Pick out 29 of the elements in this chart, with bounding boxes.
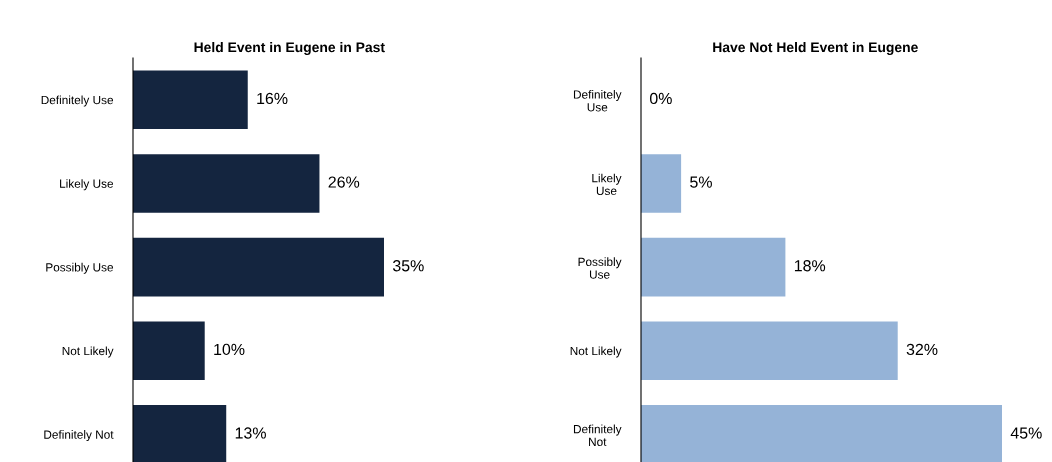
chart-title: Held Event in Eugene in Past (194, 42, 385, 56)
data-label: 45% (1010, 427, 1042, 439)
y-tick-label: Possibly Use (46, 262, 114, 274)
chart-title: Have Not Held Event in Eugene (713, 42, 918, 56)
y-tick-label: Definitely Use (41, 95, 114, 107)
bar (133, 237, 384, 297)
data-label: 0% (649, 92, 672, 105)
bar (133, 321, 205, 381)
y-tick-label: Definitely Not (44, 430, 114, 442)
bar (133, 154, 320, 213)
data-label: 13% (235, 427, 266, 439)
y-tick-label: Definitely Use (573, 90, 622, 112)
data-label: 26% (328, 176, 360, 188)
data-label: 10% (214, 343, 245, 356)
y-tick-label: Likely Use (592, 173, 622, 196)
y-tick-label: Likely Use (60, 179, 114, 191)
bar (641, 321, 898, 381)
y-tick-label: Not Likely (62, 346, 114, 358)
data-label: 18% (794, 260, 826, 272)
y-tick-label: Not Likely (570, 346, 622, 358)
data-label: 5% (690, 176, 712, 188)
data-label: 35% (392, 260, 424, 272)
bar (641, 237, 786, 297)
data-label: 32% (906, 343, 938, 356)
bar (133, 70, 248, 130)
y-tick-label: Definitely Not (573, 424, 622, 446)
bar (641, 154, 682, 213)
y-tick-label: Possibly Use (578, 257, 622, 279)
data-label: 16% (257, 92, 288, 105)
